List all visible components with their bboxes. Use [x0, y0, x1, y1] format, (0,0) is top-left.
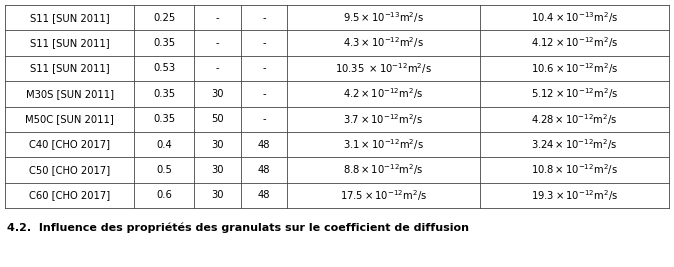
Text: $3.1 \times 10^{-12}$m$^{2}$/s: $3.1 \times 10^{-12}$m$^{2}$/s: [343, 137, 424, 152]
Text: $17.5 \times 10^{-12}$m$^{2}$/s: $17.5 \times 10^{-12}$m$^{2}$/s: [340, 188, 427, 203]
Text: $3.24 \times 10^{-12}$m$^{2}$/s: $3.24 \times 10^{-12}$m$^{2}$/s: [531, 137, 617, 152]
Text: M30S [SUN 2011]: M30S [SUN 2011]: [26, 89, 114, 99]
Text: 0.35: 0.35: [153, 38, 175, 48]
Text: $8.8 \times 10^{-12}$m$^{2}$/s: $8.8 \times 10^{-12}$m$^{2}$/s: [343, 163, 424, 177]
Text: -: -: [216, 38, 219, 48]
Text: $3.7 \times 10^{-12}$m$^{2}$/s: $3.7 \times 10^{-12}$m$^{2}$/s: [344, 112, 423, 127]
Text: C50 [CHO 2017]: C50 [CHO 2017]: [29, 165, 111, 175]
Text: -: -: [216, 64, 219, 73]
Text: $10.35\ \times 10^{-12}$m$^{2}$/s: $10.35\ \times 10^{-12}$m$^{2}$/s: [335, 61, 432, 76]
Text: 30: 30: [211, 89, 224, 99]
Text: -: -: [216, 13, 219, 23]
Text: $9.5 \times 10^{-13}$m$^{2}$/s: $9.5 \times 10^{-13}$m$^{2}$/s: [343, 10, 424, 25]
Text: 30: 30: [211, 165, 224, 175]
Text: $5.12 \times 10^{-12}$m$^{2}$/s: $5.12 \times 10^{-12}$m$^{2}$/s: [531, 87, 618, 101]
Text: C60 [CHO 2017]: C60 [CHO 2017]: [29, 190, 111, 200]
Text: -: -: [262, 89, 266, 99]
Text: $10.4 \times 10^{-13}$m$^{2}$/s: $10.4 \times 10^{-13}$m$^{2}$/s: [531, 10, 618, 25]
Text: 4.2.  Influence des propriétés des granulats sur le coefficient de diffusion: 4.2. Influence des propriétés des granul…: [7, 223, 469, 233]
Text: 50: 50: [211, 114, 224, 124]
Text: M50C [SUN 2011]: M50C [SUN 2011]: [26, 114, 114, 124]
Text: $4.2 \times 10^{-12}$m$^{2}$/s: $4.2 \times 10^{-12}$m$^{2}$/s: [343, 87, 424, 101]
Text: -: -: [262, 64, 266, 73]
Text: 30: 30: [211, 190, 224, 200]
Text: 48: 48: [257, 165, 270, 175]
Text: 0.35: 0.35: [153, 114, 175, 124]
Text: S11 [SUN 2011]: S11 [SUN 2011]: [30, 13, 110, 23]
Text: 0.25: 0.25: [153, 13, 175, 23]
Text: $4.28 \times 10^{-12}$m$^{2}$/s: $4.28 \times 10^{-12}$m$^{2}$/s: [531, 112, 617, 127]
Text: -: -: [262, 114, 266, 124]
Text: S11 [SUN 2011]: S11 [SUN 2011]: [30, 38, 110, 48]
Text: C40 [CHO 2017]: C40 [CHO 2017]: [29, 140, 111, 150]
Text: 48: 48: [257, 190, 270, 200]
Text: -: -: [262, 38, 266, 48]
Text: 0.53: 0.53: [153, 64, 175, 73]
Text: S11 [SUN 2011]: S11 [SUN 2011]: [30, 64, 110, 73]
Text: 0.6: 0.6: [156, 190, 173, 200]
Text: 48: 48: [257, 140, 270, 150]
Text: $10.6 \times 10^{-12}$m$^{2}$/s: $10.6 \times 10^{-12}$m$^{2}$/s: [531, 61, 618, 76]
Text: 0.4: 0.4: [156, 140, 173, 150]
Text: -: -: [262, 13, 266, 23]
Text: 0.5: 0.5: [156, 165, 173, 175]
Text: $19.3 \times 10^{-12}$m$^{2}$/s: $19.3 \times 10^{-12}$m$^{2}$/s: [531, 188, 618, 203]
Text: 0.35: 0.35: [153, 89, 175, 99]
Text: $4.12 \times 10^{-12}$m$^{2}$/s: $4.12 \times 10^{-12}$m$^{2}$/s: [531, 36, 618, 50]
Text: $10.8 \times 10^{-12}$m$^{2}$/s: $10.8 \times 10^{-12}$m$^{2}$/s: [531, 163, 618, 177]
Text: $4.3 \times 10^{-12}$m$^{2}$/s: $4.3 \times 10^{-12}$m$^{2}$/s: [343, 36, 424, 50]
Text: 30: 30: [211, 140, 224, 150]
